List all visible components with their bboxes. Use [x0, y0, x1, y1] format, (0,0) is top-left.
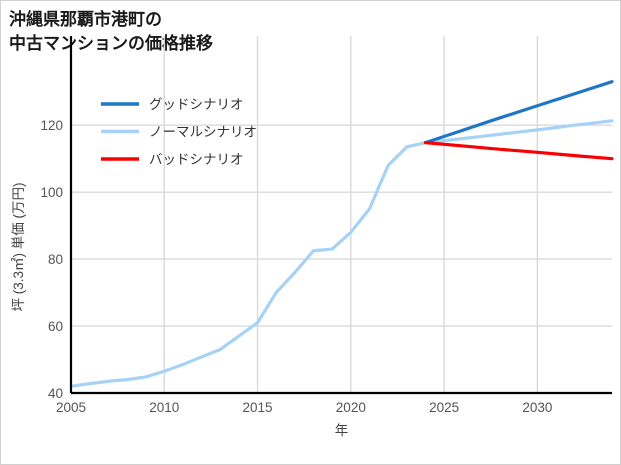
- series-line-good: [423, 80, 614, 145]
- series-line-normal: [69, 119, 614, 388]
- legend-label: バッドシナリオ: [149, 152, 244, 167]
- y-axis-tick-label: 120: [40, 118, 63, 133]
- y-axis-title: 坪 (3.3㎡) 単価 (万円): [11, 182, 26, 311]
- legend-label: ノーマルシナリオ: [149, 125, 257, 140]
- y-axis-tick-label: 40: [48, 386, 63, 401]
- x-axis-tick-label: 2005: [56, 400, 86, 415]
- x-axis-title: 年: [335, 423, 349, 438]
- y-axis-tick-label: 100: [40, 185, 63, 200]
- x-axis-tick-label: 2015: [243, 400, 273, 415]
- series-line-bad: [423, 141, 614, 161]
- x-axis-tick-label: 2025: [429, 400, 459, 415]
- page-title: 沖縄県那覇市港町の 中古マンションの価格推移: [9, 10, 213, 54]
- x-axis-tick-label: 2030: [522, 400, 552, 415]
- x-axis-tick-label: 2010: [149, 400, 179, 415]
- y-axis-tick-label: 80: [48, 252, 63, 267]
- y-axis-tick-label: 60: [48, 319, 63, 334]
- legend-label: グッドシナリオ: [149, 97, 244, 112]
- x-axis-tick-label: 2020: [336, 400, 366, 415]
